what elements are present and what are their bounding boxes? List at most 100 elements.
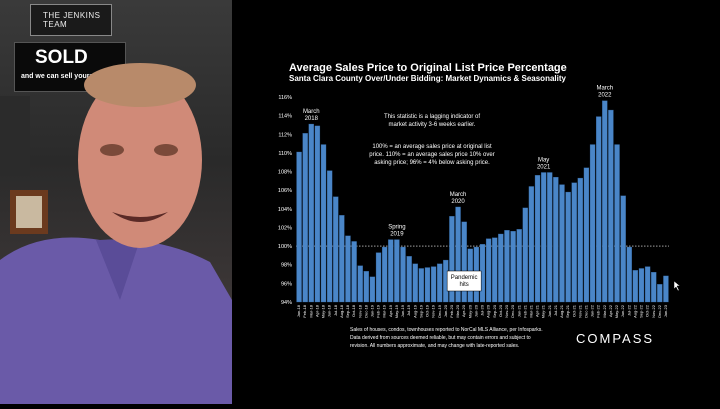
bar-sep-18 xyxy=(345,235,351,303)
chart-panel: Average Sales Price to Original List Pri… xyxy=(232,0,720,404)
bar-jun-21 xyxy=(547,172,553,303)
bar-aug-21 xyxy=(559,184,565,303)
x-tick-label: Mar-20 xyxy=(455,304,460,317)
webcam-feed: THE JENKINS TEAM SOLD and we can sell yo… xyxy=(0,0,232,404)
x-tick-label: Jul-19 xyxy=(406,304,411,316)
pandemic-box xyxy=(446,270,482,292)
y-tick-label: 112% xyxy=(278,132,292,138)
bar-may-22 xyxy=(614,144,620,303)
bar-oct-21 xyxy=(571,182,577,303)
y-tick-label: 102% xyxy=(278,225,292,231)
bar-feb-18 xyxy=(302,133,308,303)
x-tick-label: Sep-18 xyxy=(345,304,350,318)
bar-aug-20 xyxy=(485,238,492,303)
x-tick-label: Mar-21 xyxy=(528,304,533,317)
y-tick-label: 98% xyxy=(281,263,292,269)
annotations: March2018Spring2019March2020May2021March… xyxy=(303,86,613,292)
x-tick-label: Oct-20 xyxy=(498,304,503,317)
x-tick-label: Dec-19 xyxy=(437,304,442,318)
x-tick-label: May-19 xyxy=(394,304,399,318)
x-tick-label: Apr-19 xyxy=(388,304,393,317)
x-tick-label: May-22 xyxy=(614,304,619,318)
bar-jan-22 xyxy=(589,144,596,303)
definition-line: 100% = an average sales price at origina… xyxy=(372,144,492,150)
x-tick-label: Sep-22 xyxy=(639,304,644,318)
y-tick-label: 116% xyxy=(278,95,292,101)
y-tick-label: 96% xyxy=(281,281,292,287)
annotation-label: 2019 xyxy=(390,232,404,238)
annotation-label: May xyxy=(538,157,549,163)
bar-dec-21 xyxy=(583,167,590,303)
x-tick-label: Oct-19 xyxy=(425,304,430,317)
annotation-label: 2021 xyxy=(537,164,551,170)
bar-jul-18 xyxy=(333,196,339,303)
bar-may-21 xyxy=(540,172,547,303)
team-sign: THE JENKINS TEAM xyxy=(30,4,112,36)
x-tick-label: Mar-22 xyxy=(602,304,607,317)
bar-apr-21 xyxy=(534,175,541,303)
bar-jul-22 xyxy=(626,246,632,303)
bar-jun-19 xyxy=(400,246,406,303)
chart-subtitle: Santa Clara County Over/Under Bidding: M… xyxy=(289,74,567,83)
definition-line: asking price; 96% = 4% below asking pric… xyxy=(374,160,490,166)
x-tick-label: Apr-22 xyxy=(608,304,613,317)
bar-aug-22 xyxy=(632,270,639,303)
bar-mar-21 xyxy=(528,186,535,303)
x-tick-label: Jun-18 xyxy=(327,304,332,317)
bar-apr-22 xyxy=(608,109,614,303)
bar-jul-21 xyxy=(553,176,559,303)
x-tick-label: Jul-18 xyxy=(333,304,338,316)
presenter-silhouette xyxy=(0,63,232,404)
x-tick-label: Jan-19 xyxy=(369,304,374,317)
x-tick-label: Aug-22 xyxy=(632,304,637,318)
bar-may-18 xyxy=(320,144,327,303)
x-tick-label: Oct-18 xyxy=(351,304,356,317)
x-tick-labels: Jan-18 Feb-18 Mar-18 Apr-18 May-18 Jun-18 Jul-… xyxy=(296,304,668,318)
x-tick-label: Mar-18 xyxy=(308,304,313,317)
bar-nov-18 xyxy=(357,265,363,303)
x-tick-label: Jan-18 xyxy=(296,304,301,317)
cursor-icon xyxy=(673,280,681,292)
x-tick-label: Aug-18 xyxy=(339,304,344,318)
x-tick-label: Nov-22 xyxy=(651,304,656,318)
bar-jan-18 xyxy=(296,151,302,303)
bar-dec-19 xyxy=(437,263,443,303)
x-tick-label: Mar-19 xyxy=(382,304,387,317)
sold-sign-subtext: and we can sell yours xyxy=(21,73,94,80)
sold-sign-text: SOLD xyxy=(35,47,88,68)
x-tick-label: Apr-18 xyxy=(314,304,319,317)
x-tick-label: Apr-21 xyxy=(535,304,540,317)
annotation-label: March xyxy=(450,192,467,198)
x-tick-label: May-18 xyxy=(321,304,326,318)
bar-oct-22 xyxy=(644,266,651,303)
bar-apr-19 xyxy=(388,239,394,303)
bar-jan-21 xyxy=(516,229,522,303)
x-tick-label: May-20 xyxy=(467,304,472,318)
bar-aug-19 xyxy=(412,263,418,303)
y-tick-label: 94% xyxy=(281,300,292,306)
annotation-label: 2018 xyxy=(305,116,319,122)
bar-mar-22 xyxy=(602,100,608,303)
bars xyxy=(296,100,669,303)
annotation-label: 2022 xyxy=(598,93,612,99)
bar-mar-20 xyxy=(455,206,461,303)
y-tick-labels: 94% 96% 98% 100% 102% 104% 106% 108% 110% 112% 114… xyxy=(278,95,292,306)
bar-nov-22 xyxy=(651,272,657,303)
x-tick-label: Jun-19 xyxy=(400,304,405,317)
x-tick-label: Aug-19 xyxy=(412,304,417,318)
x-tick-label: Nov-21 xyxy=(577,304,582,318)
x-tick-label: Jan-22 xyxy=(590,304,595,317)
bar-sep-22 xyxy=(638,268,645,303)
x-tick-label: Nov-20 xyxy=(504,304,509,318)
x-tick-label: Aug-20 xyxy=(486,304,491,318)
x-tick-label: Sep-19 xyxy=(418,304,423,318)
x-tick-label: Feb-19 xyxy=(376,304,381,317)
footer-line: Data derived from sources deemed reliabl… xyxy=(350,335,531,341)
x-tick-label: Nov-19 xyxy=(431,304,436,318)
bar-sep-20 xyxy=(492,237,498,303)
bar-sep-21 xyxy=(565,191,571,303)
bar-dec-20 xyxy=(510,231,516,303)
x-tick-label: Oct-21 xyxy=(571,304,576,317)
bar-nov-19 xyxy=(430,266,437,303)
compass-logo: COMPASS xyxy=(576,331,654,346)
